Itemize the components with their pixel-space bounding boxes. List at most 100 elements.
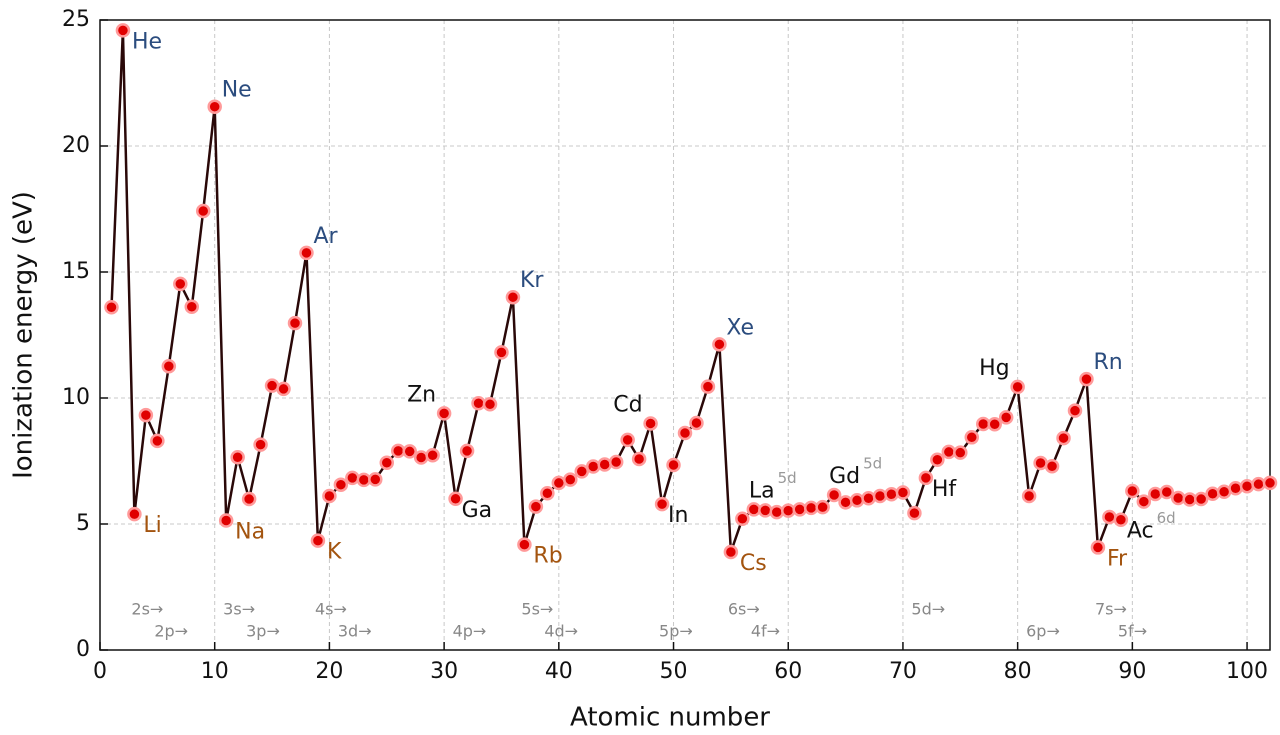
- data-point: [780, 503, 796, 518]
- element-label: Ac: [1127, 519, 1154, 544]
- data-point: [551, 475, 567, 491]
- data-point: [264, 378, 280, 393]
- orbital-label: 7s→: [1095, 600, 1127, 619]
- x-tick-label: 70: [889, 659, 917, 684]
- element-label: Kr: [520, 268, 544, 293]
- orbital-label: 4d→: [544, 622, 578, 641]
- data-point: [379, 455, 395, 471]
- data-point: [322, 488, 337, 504]
- data-point: [230, 449, 245, 465]
- data-point: [482, 397, 498, 412]
- data-point: [815, 499, 830, 515]
- data-point: [127, 506, 142, 522]
- plot-frame: [99, 19, 1271, 651]
- data-point: [1170, 490, 1186, 506]
- data-point: [643, 416, 658, 431]
- data-point: [872, 488, 888, 504]
- data-point: [700, 379, 716, 394]
- element-label: Cd: [613, 392, 642, 417]
- data-point: [964, 430, 980, 445]
- data-point: [150, 433, 165, 449]
- y-tick-label: 0: [76, 637, 90, 662]
- data-point: [769, 504, 785, 520]
- element-label: Ga: [462, 498, 493, 523]
- y-tick-label: 25: [62, 7, 90, 32]
- element-label: Rb: [533, 544, 562, 569]
- x-tick-label: 30: [430, 659, 458, 684]
- data-point: [975, 416, 991, 432]
- data-point: [758, 503, 773, 518]
- element-label: Hf: [932, 477, 958, 502]
- orbital-label: 4s→: [315, 600, 347, 619]
- orbital-label: 6p→: [1026, 622, 1060, 641]
- data-point: [941, 444, 957, 460]
- data-point: [666, 457, 681, 473]
- data-point: [494, 345, 509, 360]
- data-point: [184, 299, 200, 315]
- data-point: [585, 459, 601, 474]
- data-point: [712, 337, 727, 352]
- data-point: [173, 276, 188, 292]
- y-tick-label: 10: [62, 385, 90, 410]
- data-point: [528, 499, 544, 514]
- data-point: [1033, 455, 1048, 471]
- data-point: [253, 437, 268, 452]
- data-point: [861, 491, 876, 506]
- orbital-label: 3p→: [246, 622, 280, 641]
- data-point: [218, 513, 234, 528]
- y-tick-label: 15: [62, 259, 90, 284]
- data-point: [1044, 459, 1060, 474]
- data-point: [849, 493, 865, 508]
- element-label: Li: [143, 513, 161, 538]
- data-point: [998, 410, 1014, 425]
- element-label: Cs: [740, 551, 767, 576]
- data-point: [333, 477, 349, 492]
- orbital-superscript: 5d: [863, 455, 882, 473]
- data-point: [207, 99, 222, 114]
- data-point: [310, 533, 326, 548]
- data-point: [540, 486, 555, 501]
- data-point: [654, 496, 670, 512]
- data-point: [1125, 483, 1140, 499]
- data-point: [241, 491, 257, 507]
- data-point: [459, 443, 475, 459]
- x-tick-label: 10: [201, 659, 229, 684]
- element-label: Fr: [1107, 546, 1128, 571]
- data-point: [1090, 540, 1106, 555]
- data-point: [517, 537, 532, 552]
- data-point: [436, 406, 452, 421]
- orbital-label: 4p→: [453, 622, 487, 641]
- data-point: [138, 407, 154, 423]
- data-point: [402, 444, 417, 459]
- orbital-label: 5s→: [521, 600, 553, 619]
- data-point: [792, 502, 807, 517]
- y-axis-label: Ionization energy (eV): [9, 191, 39, 479]
- orbital-label: 2s→: [131, 600, 163, 619]
- y-tick-label: 5: [76, 511, 90, 536]
- data-point: [907, 505, 922, 521]
- data-point: [1021, 488, 1037, 504]
- data-point: [195, 203, 211, 219]
- element-label: K: [327, 540, 342, 565]
- data-point: [1239, 478, 1255, 494]
- data-point: [953, 445, 968, 460]
- data-point: [1159, 484, 1175, 500]
- x-tick-label: 100: [1226, 659, 1268, 684]
- x-tick-label: 0: [93, 659, 107, 684]
- element-label: Rn: [1093, 350, 1122, 375]
- data-point: [677, 425, 693, 441]
- data-point: [1216, 484, 1232, 499]
- data-point: [1136, 494, 1152, 509]
- element-label: La: [749, 478, 775, 503]
- data-point: [287, 315, 303, 331]
- element-label: Ne: [222, 78, 252, 103]
- x-tick-label: 20: [315, 659, 343, 684]
- data-point: [161, 358, 177, 374]
- data-point: [1251, 476, 1266, 492]
- data-point: [746, 502, 762, 517]
- orbital-label: 4f→: [751, 622, 780, 641]
- data-point: [1102, 509, 1117, 525]
- data-point: [115, 23, 131, 38]
- data-point: [1148, 486, 1163, 502]
